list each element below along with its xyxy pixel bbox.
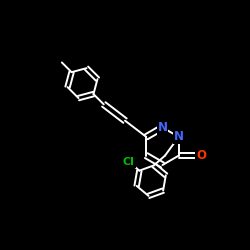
Text: N: N xyxy=(174,130,184,143)
Text: O: O xyxy=(196,149,206,162)
Text: N: N xyxy=(158,121,168,134)
Text: Cl: Cl xyxy=(123,157,135,167)
